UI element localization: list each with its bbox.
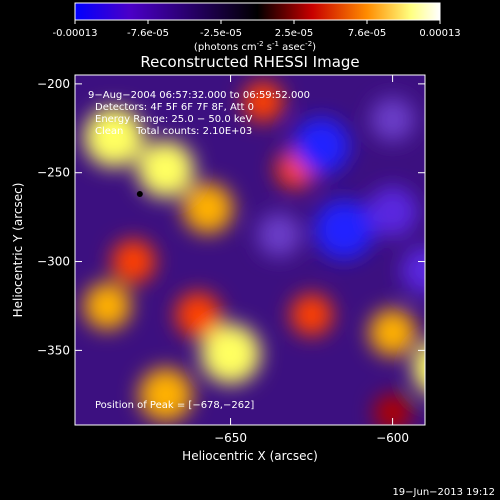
x-axis-label: Heliocentric X (arcsec) xyxy=(182,449,318,463)
emission-blob xyxy=(373,393,412,425)
annotation-counts: Clean Total counts: 2.10E+03 xyxy=(95,126,252,137)
annotation-detectors: Detectors: 4F 5F 6F 7F 8F, Att 0 xyxy=(95,102,254,113)
y-tick-label: −200 xyxy=(37,77,70,91)
colorbar-tick-label: 2.5e-05 xyxy=(275,28,313,39)
y-tick-label: −300 xyxy=(37,255,70,269)
annotation-peak-position: Position of Peak = [−678,−262] xyxy=(95,400,254,411)
emission-blob xyxy=(412,344,425,392)
emission-blob xyxy=(313,199,374,260)
emission-blob xyxy=(175,292,221,338)
colorbar-ticks: -0.00013 -7.6e-05 -2.5e-05 2.5e-05 7.6e-05 0.… xyxy=(53,20,461,39)
peak-marker xyxy=(136,191,143,198)
emission-blob xyxy=(83,107,144,168)
x-tick-label: −600 xyxy=(376,431,409,445)
emission-blob xyxy=(137,140,195,198)
annotation-block: 9−Aug−2004 06:57:32.000 to 06:59:52.000 … xyxy=(88,90,310,137)
emission-blob xyxy=(138,367,193,422)
x-axis-ticks: −650−600−550 xyxy=(214,75,409,445)
emission-blob xyxy=(242,81,284,123)
colorbar-tick-label: 7.6e-05 xyxy=(348,28,386,39)
colorbar-tick-label: 0.00013 xyxy=(419,28,460,39)
plot-frame xyxy=(74,74,426,426)
emission-blob xyxy=(367,186,418,238)
colorbar-tick-label: -7.6e-05 xyxy=(127,28,169,39)
emission-blob xyxy=(200,323,261,384)
y-axis-label: Heliocentric Y (arcsec) xyxy=(11,183,25,318)
emission-blob xyxy=(370,97,415,142)
colorbar-unit: (photons cm-2 s-1 asec-2) xyxy=(194,40,316,53)
emission-blob xyxy=(111,239,156,284)
emission-blob xyxy=(182,183,234,234)
chart-title: Reconstructed RHESSI Image xyxy=(140,53,359,71)
emission-blob xyxy=(368,309,417,357)
annotation-energy: Energy Range: 25.0 − 50.0 keV xyxy=(95,114,252,125)
emission-blob xyxy=(257,212,302,257)
emission-blob xyxy=(292,117,350,175)
y-axis-ticks: −200 −250 −300 −350 xyxy=(37,77,425,357)
emission-map xyxy=(83,81,500,425)
annotation-time: 9−Aug−2004 06:57:32.000 to 06:59:52.000 xyxy=(88,90,310,101)
colorbar xyxy=(74,2,441,21)
y-tick-label: −350 xyxy=(37,343,70,357)
y-tick-label: −250 xyxy=(37,166,70,180)
emission-blob xyxy=(83,282,132,330)
footer-date: 19−Jun−2013 19:12 xyxy=(392,487,495,498)
emission-blob xyxy=(401,246,425,295)
emission-blob xyxy=(290,293,333,337)
x-tick-label: −650 xyxy=(214,431,247,445)
colorbar-tick-label: -2.5e-05 xyxy=(200,28,242,39)
colorbar-tick-label: -0.00013 xyxy=(53,28,98,39)
emission-blob xyxy=(495,235,500,289)
